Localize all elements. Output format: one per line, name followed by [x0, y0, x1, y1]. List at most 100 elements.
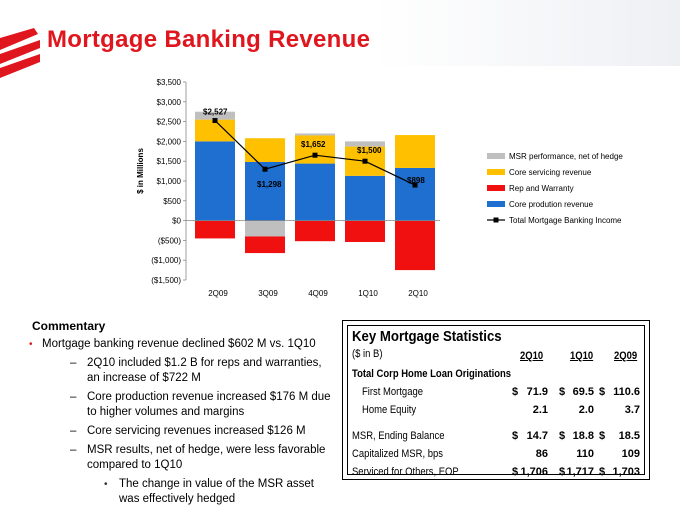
stats-row-label: First Mortgage [362, 386, 423, 398]
bank-logo-icon [0, 28, 40, 78]
stats-col-2q09: 2Q09 [614, 350, 638, 362]
legend-label: Core prodution revenue [509, 200, 594, 209]
bar-segment-core-prodution-revenue [395, 167, 435, 221]
bar-segment-msr-performance-net-of-hedge [245, 220, 285, 237]
stats-value: 86 [535, 448, 548, 460]
bar-segment-core-prodution-revenue [245, 161, 285, 221]
title-band [0, 0, 680, 66]
mortgage-revenue-chart: $3,500 $3,000 $2,500 $2,000 $1,500 $1,000 $500… [136, 78, 623, 298]
stats-row-label: Serviced for Others, EOP [352, 466, 459, 478]
x-tick-label: 3Q09 [258, 289, 278, 298]
y-tick-label: $0 [172, 217, 181, 226]
stats-value: 14.7 [526, 430, 548, 442]
x-tick-label: 1Q10 [358, 289, 378, 298]
commentary-heading: Commentary [32, 319, 106, 333]
bar-segment-rep-and-warranty [345, 220, 385, 242]
stats-dollar: $ [559, 386, 566, 398]
bar-segment-core-prodution-revenue [195, 141, 235, 221]
stats-value: 2.1 [532, 404, 548, 416]
stats-col-1q10: 1Q10 [570, 350, 594, 362]
x-tick-label: 4Q09 [308, 289, 328, 298]
stats-dollar: $ [599, 386, 606, 398]
stats-value: 18.8 [572, 430, 594, 442]
bar-segment-core-prodution-revenue [295, 163, 335, 221]
key-stats-box: Key Mortgage Statistics ($ in B) 2Q10 1Q… [342, 320, 650, 480]
commentary-subbullet: Core servicing revenues increased $126 M [32, 424, 332, 439]
commentary-subsubbullet: The change in value of the MSR asset was… [32, 477, 332, 507]
commentary-bullet: Mortgage banking revenue declined $602 M… [29, 337, 332, 352]
key-stats-inner: Key Mortgage Statistics ($ in B) 2Q10 1Q… [347, 325, 645, 478]
stats-value: 2.0 [578, 404, 594, 416]
data-label: $1,500 [357, 146, 382, 155]
stats-value: 1,703 [612, 466, 640, 478]
legend-label: MSR performance, net of hedge [509, 152, 623, 161]
commentary-panel: Commentary Mortgage banking revenue decl… [29, 319, 332, 507]
stats-row-label: Capitalized MSR, bps [352, 448, 443, 460]
legend-swatch [487, 185, 505, 191]
bar-segment-rep-and-warranty [395, 220, 435, 271]
stats-value: 110 [576, 448, 594, 460]
legend-label: Rep and Warranty [509, 184, 574, 193]
total-income-marker [262, 166, 268, 172]
stats-value: 1,717 [566, 466, 594, 478]
y-tick-label: $2,500 [157, 118, 182, 127]
legend-swatch [487, 201, 505, 207]
data-label: $898 [407, 176, 425, 185]
x-tick-label: 2Q09 [208, 289, 228, 298]
stats-value: 3.7 [624, 404, 640, 416]
y-tick-label: $3,500 [157, 78, 182, 87]
stats-value: 110.6 [613, 386, 640, 398]
stats-unit: ($ in B) [352, 348, 383, 360]
stats-dollar: $ [512, 386, 519, 398]
page-title: Mortgage Banking Revenue [47, 26, 371, 53]
stats-dollar: $ [512, 466, 519, 478]
legend-label: Core servicing revenue [509, 168, 592, 177]
total-income-marker [412, 182, 418, 188]
bar-segment-msr-performance-net-of-hedge [195, 111, 235, 120]
stats-dollar: $ [599, 466, 606, 478]
total-income-marker [212, 118, 218, 124]
stats-dollar: $ [512, 430, 519, 442]
data-label: $2,527 [203, 108, 228, 117]
commentary-subbullet: MSR results, net of hedge, were less fav… [32, 443, 332, 473]
bar-segment-core-prodution-revenue [345, 175, 385, 221]
y-tick-label: ($500) [158, 236, 181, 245]
bar-segment-rep-and-warranty [245, 236, 285, 254]
stats-section-label: Total Corp Home Loan Originations [352, 368, 512, 380]
stats-title: Key Mortgage Statistics [352, 328, 502, 345]
data-label: $1,652 [301, 140, 326, 149]
bar-segment-rep-and-warranty [295, 220, 335, 242]
total-income-marker [312, 152, 318, 158]
y-tick-label: $1,500 [157, 157, 182, 166]
y-tick-label: ($1,500) [151, 276, 181, 285]
bar-segment-rep-and-warranty [195, 220, 235, 239]
bar-segment-core-servicing-revenue [395, 135, 435, 168]
y-axis-title: $ in Millions [136, 148, 145, 194]
legend-swatch [487, 169, 505, 175]
bar-segment-core-servicing-revenue [195, 119, 235, 142]
commentary-subbullet: 2Q10 included $1.2 B for reps and warran… [32, 356, 332, 386]
x-tick-label: 2Q10 [408, 289, 428, 298]
stats-row-label: Home Equity [362, 404, 417, 416]
bar-segment-msr-performance-net-of-hedge [295, 133, 335, 136]
stats-value: 69.5 [572, 386, 594, 398]
bar-segment-core-servicing-revenue [245, 138, 285, 162]
y-tick-label: ($1,000) [151, 256, 181, 265]
legend-swatch [487, 153, 505, 159]
y-tick-label: $1,000 [157, 177, 182, 186]
stats-value: 18.5 [618, 430, 640, 442]
y-tick-label: $3,000 [157, 98, 182, 107]
stats-value: 71.9 [526, 386, 548, 398]
stats-col-2q10: 2Q10 [520, 350, 544, 362]
stats-dollar: $ [559, 466, 566, 478]
legend-marker [493, 217, 499, 223]
stats-dollar: $ [599, 430, 606, 442]
data-label: $1,298 [257, 180, 282, 189]
y-tick-label: $500 [163, 197, 181, 206]
legend-label: Total Mortgage Banking Income [509, 216, 622, 225]
stats-value: 109 [621, 448, 640, 460]
y-tick-label: $2,000 [157, 137, 182, 146]
stats-dollar: $ [559, 430, 566, 442]
stats-value: 1,706 [520, 466, 548, 478]
stats-row-label: MSR, Ending Balance [352, 430, 445, 442]
